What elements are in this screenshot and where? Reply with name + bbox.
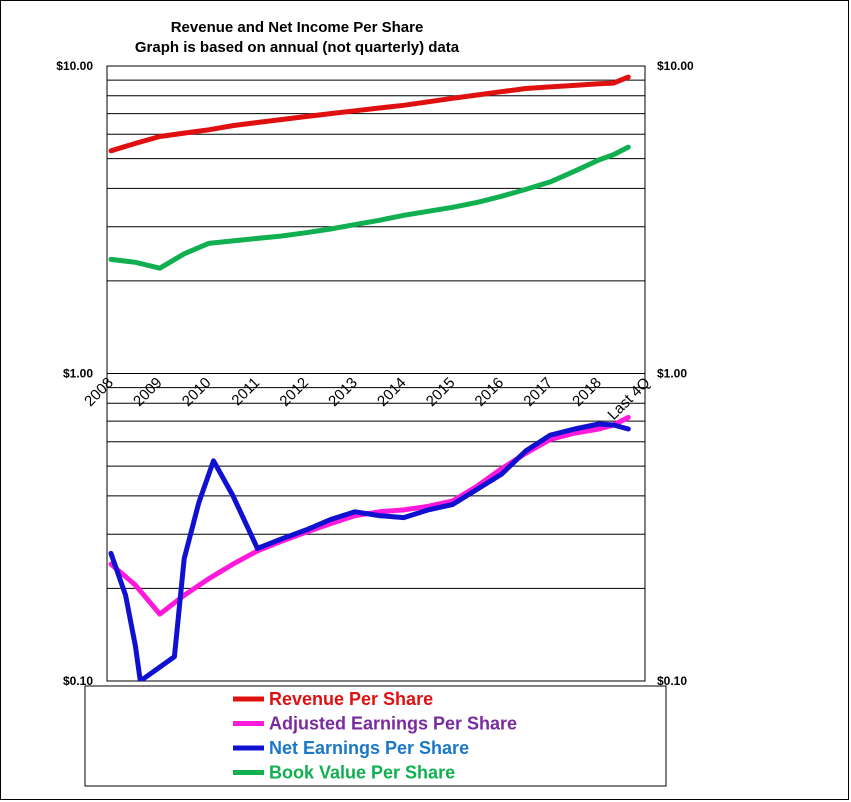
series-line-1 — [108, 414, 631, 617]
x-category-label: 2009 — [130, 374, 166, 410]
y-tick-label-left: $10.00 — [56, 59, 93, 73]
y-tick-label-right: $1.00 — [657, 367, 687, 381]
y-tick-label-left: $0.10 — [63, 674, 93, 688]
series-line-3 — [108, 144, 631, 271]
x-category-label: 2014 — [374, 374, 410, 410]
chart-title: Revenue and Net Income Per Share Graph is… — [135, 19, 460, 56]
x-category-label: 2016 — [472, 374, 508, 410]
y-tick-label-right: $0.10 — [657, 674, 687, 688]
x-category-label: 2012 — [276, 374, 312, 410]
y-tick-label-left: $1.00 — [63, 367, 93, 381]
x-axis-categories: 2008 2009 2010 2011 2012 2013 2014 2015 2016 2017… — [81, 374, 653, 423]
grid-lines — [107, 65, 645, 682]
y-axis-ticks: $10.00 $10.00 $1.00 $1.00 $0.10 $0.10 — [56, 59, 694, 688]
x-category-label: 2011 — [228, 374, 263, 409]
legend-label: Book Value Per Share — [269, 763, 455, 783]
chart-title-line: Revenue and Net Income Per Share — [171, 19, 424, 36]
plot-area — [106, 65, 646, 682]
legend-label: Net Earnings Per Share — [269, 738, 469, 758]
x-category-label: 2017 — [520, 374, 556, 410]
x-category-label: 2015 — [423, 374, 459, 410]
series-line-0 — [108, 74, 631, 154]
y-tick-label-right: $10.00 — [657, 59, 694, 73]
legend-label: Adjusted Earnings Per Share — [269, 714, 517, 734]
x-category-label: 2013 — [325, 374, 361, 410]
chart-title-line: Graph is based on annual (not quarterly)… — [135, 39, 460, 56]
series-lines — [108, 74, 631, 681]
x-category-label: 2010 — [179, 374, 215, 410]
legend: Revenue Per Share Adjusted Earnings Per S… — [233, 689, 517, 783]
x-category-label: 2018 — [569, 374, 605, 410]
series-line-2 — [108, 421, 631, 681]
legend-box — [84, 685, 667, 787]
legend-label: Revenue Per Share — [269, 689, 433, 709]
